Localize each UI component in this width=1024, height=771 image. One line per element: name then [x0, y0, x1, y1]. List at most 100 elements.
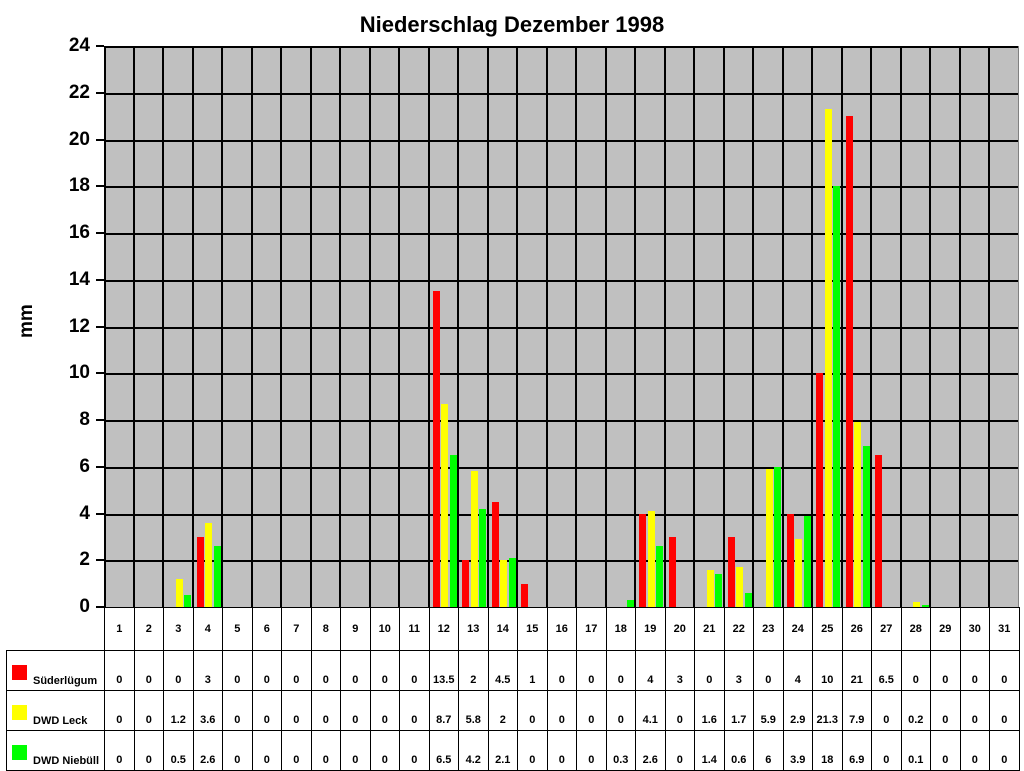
- table-cell: 0: [281, 730, 312, 771]
- table-cell: 0: [871, 690, 902, 731]
- y-tick-mark: [96, 419, 104, 421]
- table-cell: 0: [930, 650, 961, 691]
- table-cell: 0: [664, 730, 695, 771]
- y-tick-label: 8: [79, 409, 90, 430]
- table-header-day: 9: [340, 607, 371, 651]
- table-header-day: 5: [222, 607, 253, 651]
- y-tick-mark: [96, 278, 104, 281]
- table-header-day: 3: [163, 607, 194, 651]
- y-tick-label: 20: [68, 128, 90, 150]
- bar-süderlügum-day-22: [727, 536, 735, 607]
- table-cell: 21: [841, 650, 872, 691]
- y-tick-label: 10: [68, 362, 90, 384]
- bar-dwd-leck-day-19: [647, 511, 655, 607]
- table-cell: 0.2: [900, 690, 931, 731]
- bar-süderlügum-day-19: [639, 513, 647, 607]
- table-cell: 0: [133, 690, 164, 731]
- legend-entry: Süderlügum: [6, 650, 105, 691]
- table-header-day: 1: [104, 607, 135, 651]
- y-tick-label: 12: [68, 315, 90, 337]
- table-cell: 0.1: [900, 730, 931, 771]
- gridline-vertical: [840, 47, 843, 607]
- y-tick-label: 18: [68, 175, 90, 197]
- legend-label: Süderlügum: [33, 675, 98, 687]
- table-row: Süderlügum 0 0 0 3 0 0 0 0 0 0 0 13.5 2 4.5 1 0 0 0 4 3 0 3 0 4 1…: [6, 650, 1020, 691]
- table-header-day: 4: [192, 607, 223, 651]
- table-cell: 6.5: [871, 650, 902, 691]
- table-row: DWD Niebüll 0 0 0.5 2.6 0 0 0 0 0 0 0 6.5 4.2 2.1 0 0 0 0.…: [6, 730, 1020, 771]
- legend-label: DWD Leck: [33, 715, 88, 727]
- bar-dwd-niebüll-day-18: [626, 600, 634, 607]
- bar-süderlügum-day-14: [491, 501, 499, 607]
- table-cell: 0: [399, 650, 430, 691]
- gridline-horizontal: [104, 326, 1018, 329]
- plot-area: [104, 46, 1019, 607]
- table-header-day: 21: [694, 607, 725, 651]
- bar-dwd-leck-day-23: [765, 469, 773, 607]
- legend-entry: DWD Niebüll: [6, 730, 105, 771]
- table-cell: 0: [133, 650, 164, 691]
- gridline-vertical: [693, 47, 696, 607]
- table-cell: 2.9: [782, 690, 813, 731]
- table-cell: 13.5: [428, 650, 459, 691]
- table-cell: 7.9: [841, 690, 872, 731]
- gridline-horizontal: [104, 373, 1018, 376]
- table-cell: 0: [753, 650, 784, 691]
- table-cell: 0: [605, 650, 636, 691]
- table-header-day: 19: [635, 607, 666, 651]
- y-tick-mark: [96, 372, 104, 375]
- gridline-vertical: [398, 47, 401, 607]
- table-cell: 1.6: [694, 690, 725, 731]
- table-cell: 0: [989, 730, 1020, 771]
- gridline-vertical: [604, 47, 607, 607]
- table-header-day: 26: [841, 607, 872, 651]
- table-cell: 4.5: [487, 650, 518, 691]
- bar-süderlügum-day-24: [786, 513, 794, 607]
- table-cell: 6.9: [841, 730, 872, 771]
- y-tick-label: 4: [79, 502, 90, 524]
- table-header-day: 13: [458, 607, 489, 651]
- table-cell: 0: [222, 690, 253, 731]
- legend-label: DWD Niebüll: [33, 755, 99, 767]
- table-header-day: 27: [871, 607, 902, 651]
- bar-dwd-niebüll-day-22: [744, 592, 752, 607]
- gridline-vertical: [368, 47, 371, 607]
- legend-swatch-icon: [12, 745, 27, 760]
- y-tick-mark: [96, 45, 104, 47]
- bar-süderlügum-day-20: [668, 536, 676, 607]
- table-cell: 0: [104, 730, 135, 771]
- table-cell: 0: [930, 690, 961, 731]
- table-cell: 2.6: [635, 730, 666, 771]
- gridline-vertical: [162, 47, 165, 607]
- gridline-horizontal: [104, 420, 1018, 422]
- y-tick-label: 16: [68, 222, 90, 243]
- gridline-vertical: [309, 47, 312, 607]
- table-cell: 0: [959, 650, 990, 691]
- table-header-day: 22: [723, 607, 754, 651]
- gridline-vertical: [545, 47, 548, 607]
- y-tick-mark: [96, 559, 104, 562]
- y-tick-label: 22: [68, 81, 90, 103]
- table-header-day: 31: [989, 607, 1020, 651]
- bar-dwd-leck-day-26: [854, 422, 862, 607]
- bar-süderlügum-day-15: [521, 583, 529, 607]
- y-tick-label: 0: [79, 596, 90, 617]
- table-cell: 0: [605, 690, 636, 731]
- gridline-vertical: [899, 47, 902, 607]
- table-header-day: 29: [930, 607, 961, 651]
- bar-süderlügum-day-13: [462, 560, 470, 607]
- bar-dwd-niebüll-day-26: [862, 445, 870, 607]
- table-header-day: 12: [428, 607, 459, 651]
- gridline-vertical: [486, 47, 489, 607]
- chart-title: Niederschlag Dezember 1998: [359, 12, 665, 37]
- bar-dwd-niebüll-day-12: [449, 455, 457, 607]
- table-cell: 8.7: [428, 690, 459, 731]
- table-row: DWD Leck 0 0 1.2 3.6 0 0 0 0 0 0 0 8.7 5.8 2 0 0 0 0 4.1 0 1.…: [6, 690, 1020, 731]
- bar-dwd-leck-day-25: [824, 109, 832, 607]
- table-cell: 3: [192, 650, 223, 691]
- table-cell: 0: [310, 650, 341, 691]
- table-cell: 0: [251, 690, 282, 731]
- table-cell: 2.1: [487, 730, 518, 771]
- table-cell: 0: [959, 690, 990, 731]
- y-tick-mark: [96, 325, 104, 328]
